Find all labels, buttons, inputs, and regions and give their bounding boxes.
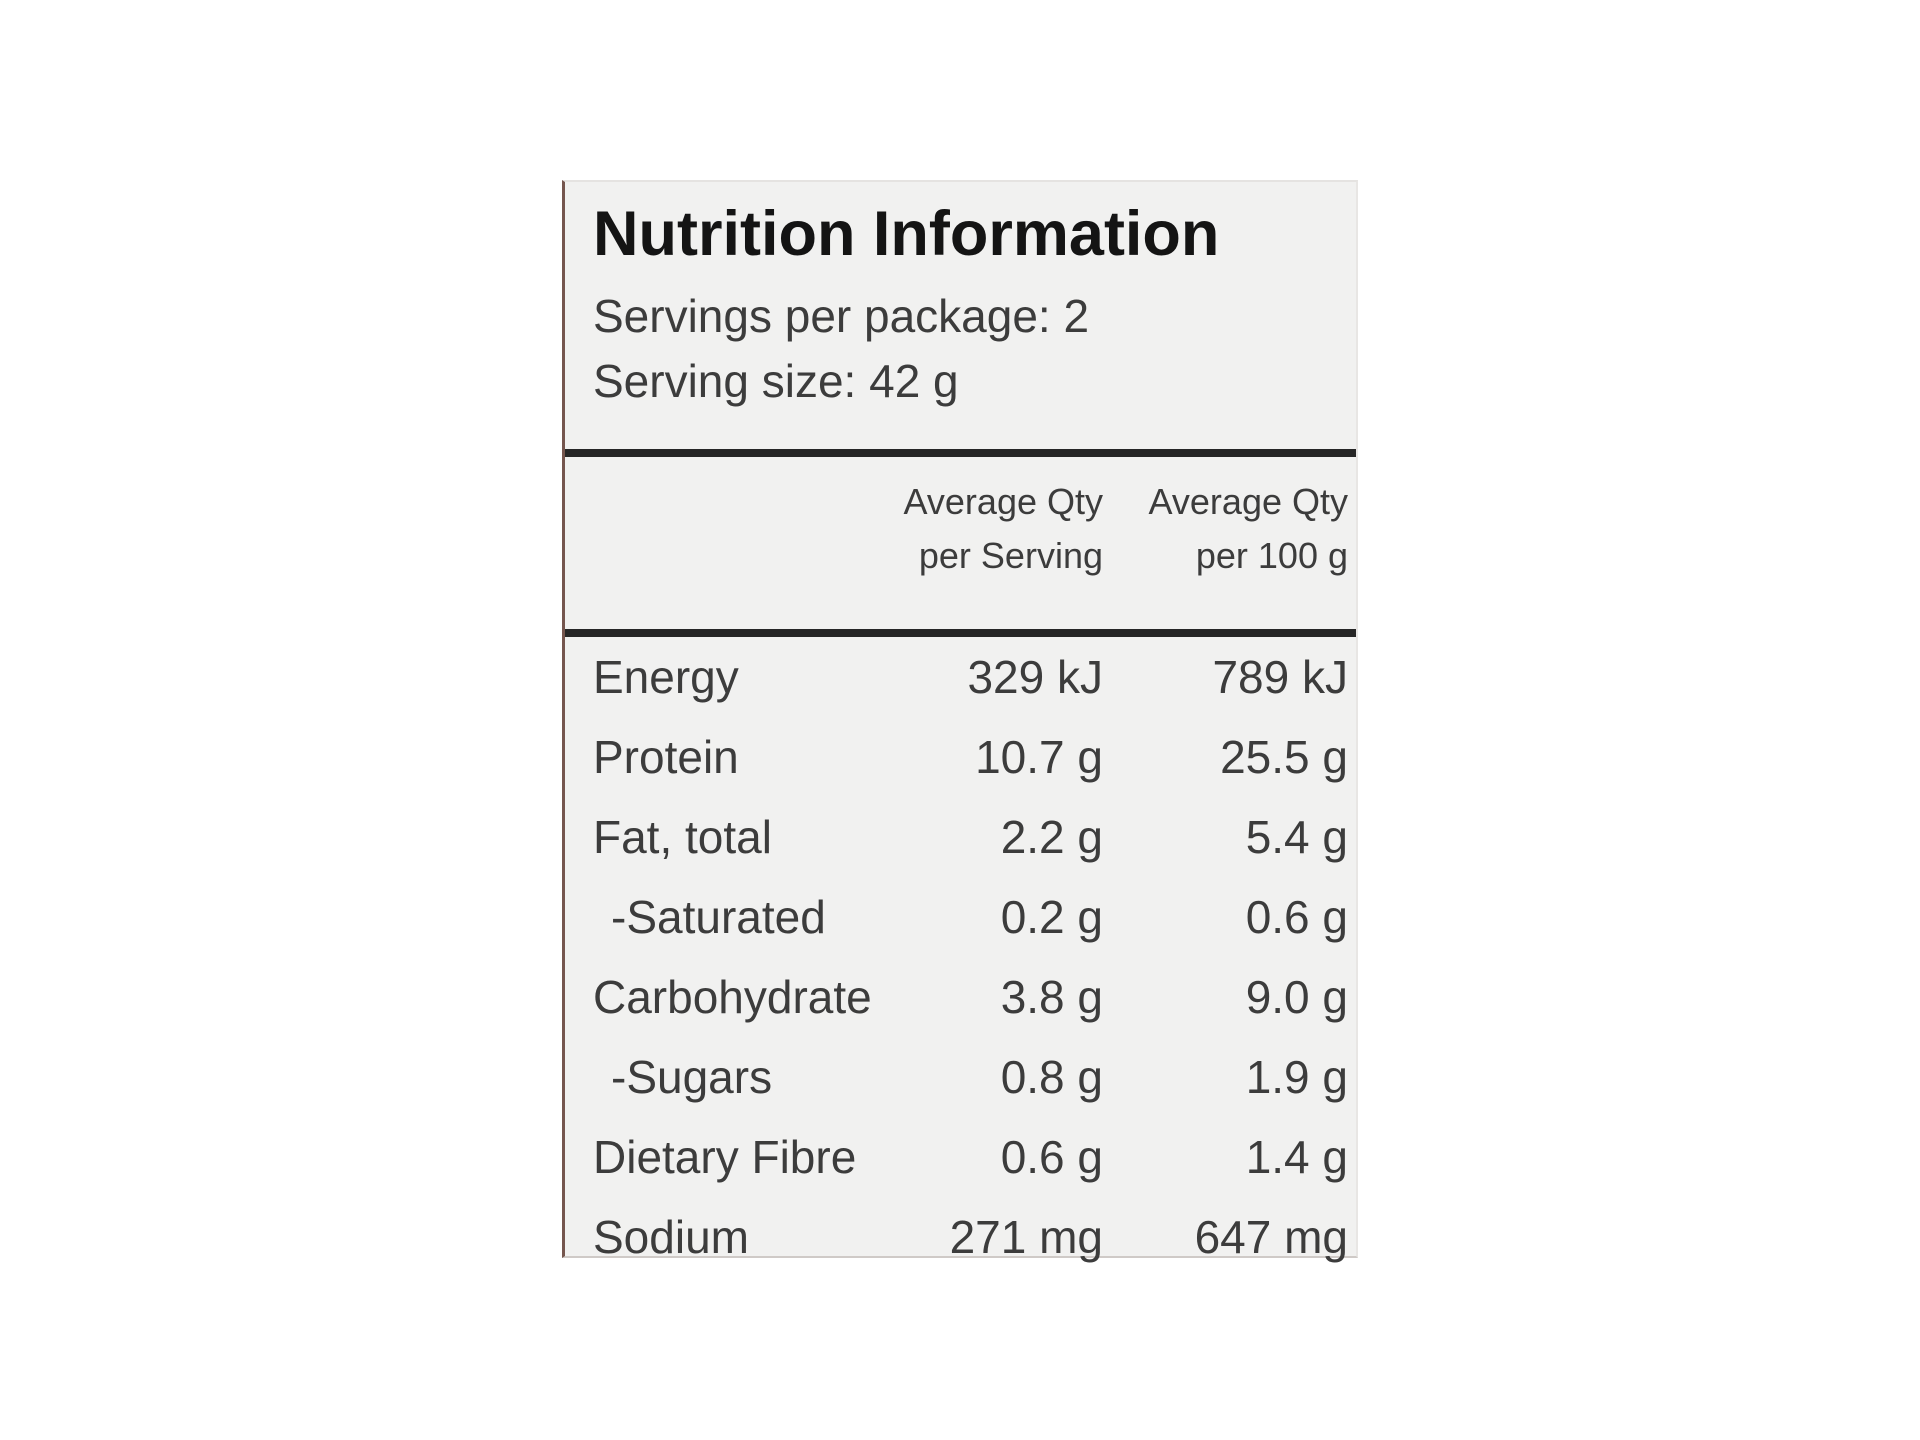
nutrient-label: Fat, total: [593, 810, 772, 863]
per-serving-value: 3.8 g: [1000, 970, 1103, 1023]
per-100g-value: 647 mg: [1194, 1210, 1348, 1263]
table-row-dietary-fibre: Dietary Fibre 0.6 g 1.4 g: [593, 1117, 1348, 1197]
per-serving-value: 271 mg: [949, 1210, 1103, 1263]
divider-rule-bottom: [565, 628, 1356, 637]
nutrient-label: Energy: [593, 650, 739, 703]
table-row-fat-total: Fat, total 2.2 g 5.4 g: [593, 797, 1348, 877]
table-row-energy: Energy 329 kJ 789 kJ: [593, 637, 1348, 717]
panel-title: Nutrition Information: [593, 199, 1220, 269]
per-serving-value: 0.6 g: [1000, 1130, 1103, 1183]
nutrient-table: Energy 329 kJ 789 kJ Protein 10.7 g 25.5…: [593, 637, 1348, 1277]
per-serving-column-header: Average Qty per Serving: [903, 480, 1103, 576]
per-serving-value: 0.8 g: [1000, 1050, 1103, 1103]
nutrient-label: Sodium: [593, 1210, 749, 1263]
nutrient-label: -Saturated: [611, 890, 826, 943]
per-serving-value: 0.2 g: [1000, 890, 1103, 943]
table-row-protein: Protein 10.7 g 25.5 g: [593, 717, 1348, 797]
per-100g-value: 9.0 g: [1245, 970, 1348, 1023]
nutrient-label: Protein: [593, 730, 739, 783]
per-100g-value: 0.6 g: [1245, 890, 1348, 943]
table-row-sodium: Sodium 271 mg 647 mg: [593, 1197, 1348, 1277]
serving-size-line: Serving size: 42 g: [593, 355, 959, 408]
nutrient-label: -Sugars: [611, 1050, 773, 1103]
per-serving-value: 10.7 g: [975, 730, 1103, 783]
table-row-carbohydrate: Carbohydrate 3.8 g 9.0 g: [593, 957, 1348, 1037]
per-100g-value: 1.4 g: [1245, 1130, 1348, 1183]
table-row-sugars: -Sugars 0.8 g 1.9 g: [593, 1037, 1348, 1117]
per-100g-value: 5.4 g: [1245, 810, 1348, 863]
divider-rule-top: [565, 448, 1356, 457]
per-serving-value: 2.2 g: [1000, 810, 1103, 863]
nutrient-label: Carbohydrate: [593, 970, 872, 1023]
servings-per-package-line: Servings per package: 2: [593, 290, 1090, 342]
per-serving-value: 329 kJ: [967, 650, 1103, 703]
per-100g-column-header: Average Qty per 100 g: [1148, 480, 1348, 576]
per-100g-value: 1.9 g: [1245, 1050, 1348, 1103]
table-row-saturated-fat: -Saturated 0.2 g 0.6 g: [593, 877, 1348, 957]
nutrition-information-panel: Nutrition Information Servings per packa…: [562, 180, 1358, 1263]
per-100g-value: 25.5 g: [1220, 730, 1348, 783]
column-header-row: Average Qty per Serving Average Qty per …: [593, 475, 1348, 583]
per-100g-value: 789 kJ: [1212, 650, 1348, 703]
serving-info: Servings per package: 2 Serving size: 42…: [593, 284, 1348, 415]
nutrient-label: Dietary Fibre: [593, 1130, 857, 1183]
